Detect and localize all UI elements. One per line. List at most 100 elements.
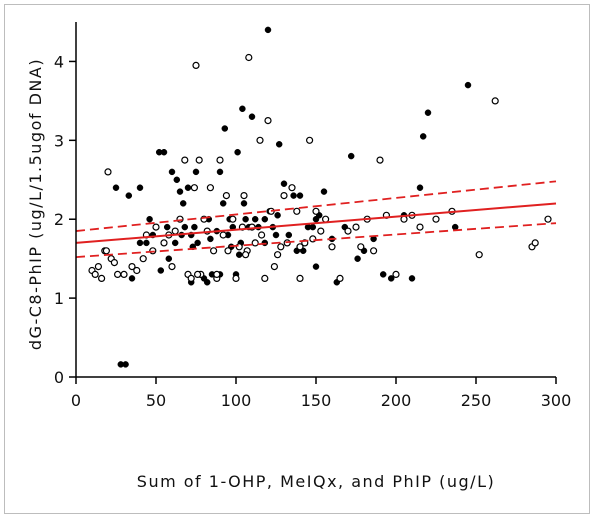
data-point-open: [181, 156, 189, 164]
data-point-filled: [379, 271, 387, 278]
data-point-open: [264, 116, 272, 125]
data-point-filled: [219, 200, 227, 207]
data-point-filled: [264, 26, 272, 34]
data-point-filled: [165, 255, 173, 262]
x-ticks: 0 50 100 150 200 250 300: [71, 377, 571, 410]
fit-layer: [75, 180, 557, 258]
data-point-filled: [451, 223, 459, 231]
data-point-open: [344, 227, 352, 235]
data-point-open: [192, 61, 200, 70]
data-point-filled: [272, 231, 280, 239]
data-point-open: [296, 274, 304, 282]
data-point-filled: [261, 215, 269, 223]
data-point-open: [216, 156, 224, 164]
data-point-open: [261, 274, 269, 282]
data-point-open: [258, 231, 266, 239]
data-point-filled: [275, 141, 283, 148]
data-point-filled: [419, 133, 427, 140]
data-point-open: [194, 270, 202, 278]
data-point-filled: [191, 223, 198, 231]
data-point-filled: [163, 223, 171, 231]
data-point-open: [206, 184, 214, 192]
x-tick-label: 100: [221, 391, 252, 410]
data-point-filled: [216, 168, 224, 176]
data-point-filled: [347, 152, 355, 160]
data-point-filled: [416, 184, 424, 191]
data-point-filled: [239, 105, 246, 113]
data-point-open: [531, 239, 539, 247]
data-point-open: [544, 215, 552, 223]
x-tick-label: 150: [301, 391, 332, 410]
data-point-open: [475, 251, 483, 259]
data-point-filled: [136, 239, 144, 247]
upper-confidence-band: [75, 180, 557, 232]
data-point-filled: [122, 361, 129, 368]
data-point-open: [190, 184, 198, 192]
data-point-filled: [248, 113, 256, 120]
data-point-filled: [143, 239, 150, 247]
data-point-open: [288, 184, 296, 192]
data-point-open: [210, 247, 218, 255]
data-point-open: [232, 274, 240, 282]
data-point-open: [222, 192, 230, 200]
data-point-open: [235, 243, 243, 251]
data-point-filled: [290, 192, 297, 199]
data-point-open: [160, 239, 168, 247]
data-point-open: [491, 97, 499, 105]
x-tick-label: 300: [541, 391, 572, 410]
y-axis-label: dG-C8-PhIP (ug/L/1.5ugof DNA): [26, 58, 45, 350]
data-point-filled: [424, 109, 432, 116]
y-tick-label: 1: [54, 289, 64, 308]
data-point-open: [139, 255, 147, 263]
data-point-open: [94, 263, 103, 271]
data-point-filled: [274, 212, 281, 219]
data-point-filled: [128, 275, 136, 282]
data-point-filled: [387, 275, 395, 282]
data-point-filled: [194, 239, 201, 247]
data-point-open: [120, 270, 128, 278]
chart-frame: [4, 4, 590, 514]
data-point-filled: [112, 184, 120, 191]
x-tick-label: 50: [146, 391, 166, 410]
data-point-filled: [146, 215, 153, 223]
lower-confidence-band: [75, 222, 557, 258]
data-point-open: [110, 259, 119, 267]
data-point-filled: [136, 184, 144, 191]
data-point-open: [91, 270, 99, 278]
data-point-filled: [203, 279, 211, 286]
points-layer: [88, 26, 552, 368]
data-point-open: [213, 270, 221, 278]
data-point-open: [102, 247, 111, 255]
y-tick-label: 0: [54, 368, 64, 387]
data-point-open: [168, 263, 176, 271]
y-tick-label: 4: [54, 52, 64, 71]
data-point-filled: [464, 81, 472, 89]
data-point-filled: [285, 231, 293, 239]
data-point-open: [293, 207, 301, 215]
data-point-filled: [354, 255, 361, 262]
data-point-filled: [157, 267, 165, 274]
data-point-open: [376, 156, 384, 164]
regression-line: [75, 202, 557, 244]
data-point-filled: [192, 168, 200, 176]
data-point-open: [312, 207, 320, 215]
data-point-filled: [125, 192, 133, 199]
y-tick-label: 3: [54, 131, 64, 150]
x-axis-label: Sum of 1-OHP, MeIQx, and PhIP (ug/L): [137, 472, 495, 491]
data-point-filled: [176, 188, 184, 195]
data-point-open: [274, 251, 282, 259]
data-point-open: [104, 168, 112, 176]
data-point-filled: [309, 223, 317, 231]
x-tick-label: 200: [381, 391, 412, 410]
data-point-filled: [173, 176, 181, 184]
data-point-filled: [242, 215, 249, 223]
data-point-open: [432, 215, 440, 223]
data-point-filled: [171, 239, 179, 247]
data-point-open: [195, 156, 203, 164]
data-point-open: [113, 270, 122, 278]
data-point-filled: [408, 275, 416, 282]
data-point-filled: [312, 263, 320, 270]
data-point-open: [171, 227, 179, 235]
x-tick-label: 0: [71, 391, 81, 410]
data-point-open: [133, 266, 141, 275]
